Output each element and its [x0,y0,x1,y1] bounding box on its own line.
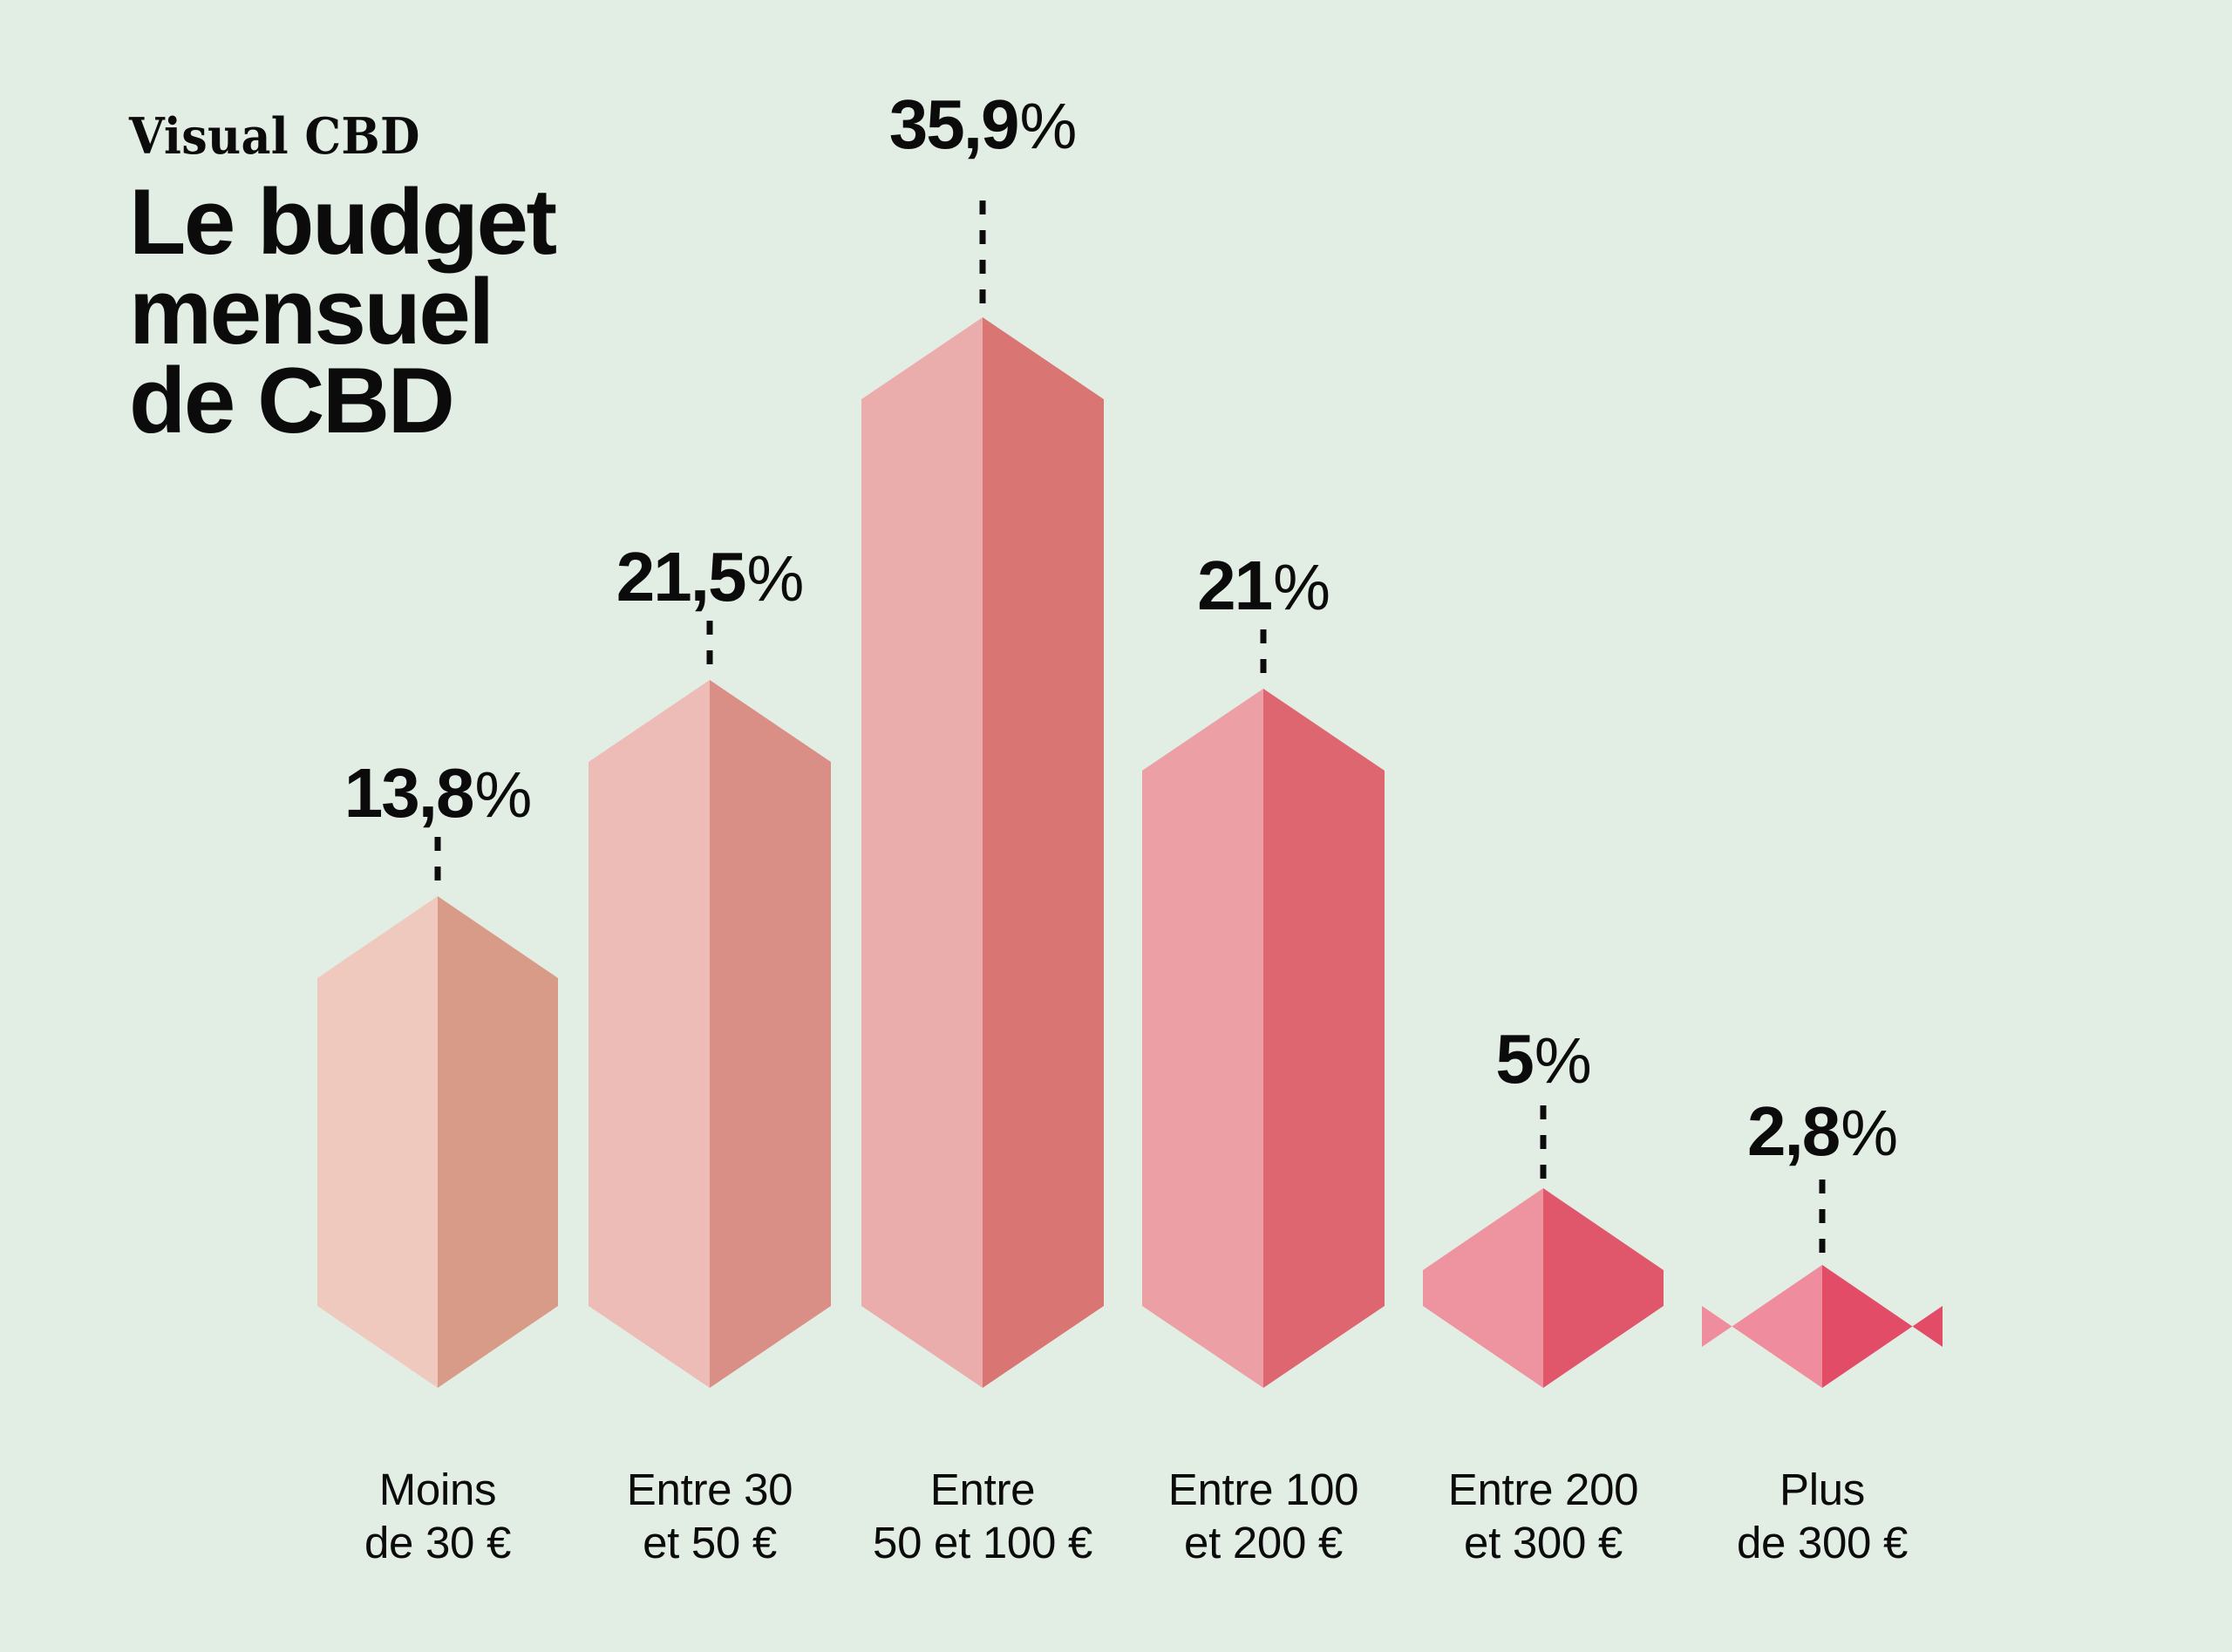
bar-side-face [1543,1188,1664,1388]
bar-3[interactable] [861,201,1104,1388]
bar-value-number: 13,8 [344,754,475,832]
bar-front-face [317,896,438,1388]
category-label: Entre 50 et 100 € [873,1465,1092,1568]
header-block: Visual CBD Le budget mensuel de CBD [129,107,914,453]
percent-sign: % [1841,1097,1898,1169]
bar-5[interactable] [1423,1105,1664,1388]
bar-side-face [1822,1265,1943,1388]
category-label: Entre 100 et 200 € [1167,1465,1359,1568]
bar-side-face [438,896,558,1388]
bar-value-label: 13,8% [344,758,533,831]
bar-side-face [1263,689,1385,1388]
bar-value-label: 21,5% [616,542,805,615]
category-label: Entre 200 et 300 € [1447,1465,1639,1568]
bar-front-face [589,680,710,1388]
bar-value-number: 35,9 [888,85,1020,163]
bar-front-face [1423,1188,1543,1388]
category-label: Plus de 300 € [1736,1465,1909,1568]
percent-sign: % [746,542,804,615]
bar-6[interactable] [1702,1180,1943,1388]
bar-side-face [710,680,831,1388]
bar-value-label: 5% [1495,1024,1592,1097]
bar-value-number: 21,5 [616,538,747,615]
brand-wordmark: Visual CBD [129,107,420,166]
bar-front-face [1142,689,1263,1388]
bar-2[interactable] [589,621,831,1388]
bar-value-label: 2,8% [1747,1097,1898,1169]
bar-value-number: 5 [1495,1020,1534,1098]
bar-value-label: 21% [1197,551,1330,621]
bar-1[interactable] [317,837,558,1388]
bar-front-face [861,317,983,1388]
percent-sign: % [1019,90,1077,162]
category-label: Entre 30 et 50 € [626,1465,793,1568]
bar-side-face [983,317,1104,1388]
bar-value-number: 21 [1197,547,1273,624]
category-label: Moins de 30 € [364,1465,512,1568]
percent-sign: % [1534,1024,1592,1097]
percent-sign: % [474,758,532,831]
bar-value-number: 2,8 [1746,1092,1841,1170]
percent-sign: % [1273,551,1330,623]
bar-value-label: 35,9% [889,90,1078,162]
bar-front-face [1702,1265,1822,1388]
bar-4[interactable] [1142,629,1385,1388]
page-title: Le budget mensuel de CBD [129,169,557,453]
